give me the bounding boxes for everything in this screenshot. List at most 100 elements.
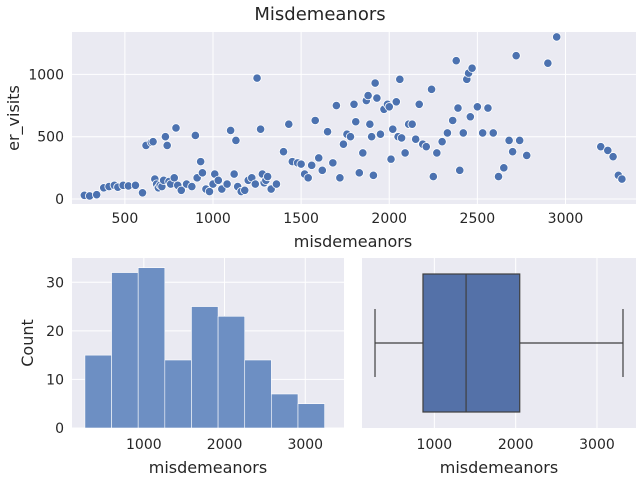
histogram-bar bbox=[297, 403, 325, 429]
histogram-x-label: misdemeanors bbox=[149, 458, 267, 477]
scatter-point bbox=[240, 185, 250, 195]
scatter-y-tick-label: 500 bbox=[37, 130, 64, 146]
histogram-bar bbox=[217, 315, 246, 429]
histogram-y-tick-label: 20 bbox=[46, 324, 64, 340]
histogram-x-tick-label: 3000 bbox=[287, 437, 323, 453]
scatter-point bbox=[414, 99, 424, 109]
scatter-point bbox=[388, 124, 398, 134]
scatter-point bbox=[162, 140, 172, 151]
scatter-point bbox=[603, 145, 613, 156]
scatter-point bbox=[171, 123, 181, 133]
scatter-point bbox=[426, 84, 437, 94]
scatter-point bbox=[328, 158, 338, 168]
histogram-bar bbox=[191, 306, 219, 429]
scatter-point bbox=[160, 132, 171, 142]
histogram-y-tick-label: 30 bbox=[46, 275, 64, 291]
scatter-y-tick-label: 1000 bbox=[28, 67, 64, 83]
scatter-point bbox=[515, 135, 525, 146]
histogram-bars bbox=[84, 267, 325, 429]
scatter-point bbox=[504, 135, 514, 146]
scatter-point bbox=[231, 135, 241, 146]
scatter-point bbox=[92, 190, 102, 200]
scatter-point bbox=[197, 168, 208, 178]
scatter-point bbox=[365, 119, 375, 129]
scatter-x-tick-label: 3000 bbox=[548, 211, 584, 227]
scatter-point bbox=[411, 134, 421, 144]
histogram-x-tick-label: 2000 bbox=[207, 437, 243, 453]
histogram-bar bbox=[111, 272, 139, 429]
scatter-point bbox=[396, 133, 407, 143]
scatter-point bbox=[407, 119, 417, 129]
scatter-point bbox=[458, 128, 468, 138]
boxplot-box bbox=[422, 273, 521, 413]
scatter-point bbox=[255, 124, 266, 134]
scatter-point bbox=[367, 132, 377, 142]
scatter-point bbox=[148, 137, 158, 147]
scatter-point bbox=[130, 180, 141, 190]
histogram-bar bbox=[164, 359, 192, 429]
scatter-point bbox=[310, 115, 320, 126]
scatter-point bbox=[448, 115, 458, 126]
scatter-point bbox=[354, 168, 364, 178]
scatter-point bbox=[499, 163, 509, 173]
scatter-point bbox=[187, 181, 197, 192]
histogram-bar bbox=[244, 359, 272, 429]
scatter-point bbox=[229, 169, 239, 179]
scatter-point bbox=[596, 142, 606, 152]
scatter-point bbox=[391, 97, 401, 107]
scatter-point bbox=[372, 93, 382, 103]
scatter-point bbox=[493, 171, 504, 182]
histogram-y-tick-label: 10 bbox=[46, 372, 64, 388]
scatter-y-ticks: 0 500 1000 bbox=[28, 67, 64, 208]
scatter-point bbox=[338, 139, 349, 149]
scatter-point bbox=[345, 132, 356, 142]
scatter-point bbox=[169, 173, 179, 183]
scatter-point bbox=[451, 56, 461, 66]
scatter-point bbox=[196, 157, 206, 167]
scatter-point bbox=[508, 147, 518, 157]
scatter-points bbox=[79, 32, 627, 201]
scatter-point bbox=[303, 173, 313, 183]
scatter-point bbox=[271, 179, 282, 189]
scatter-point bbox=[252, 73, 262, 83]
histogram-bar bbox=[271, 393, 299, 429]
scatter-point bbox=[375, 129, 386, 139]
scatter-point bbox=[442, 128, 453, 138]
scatter-point bbox=[432, 148, 442, 158]
scatter-point bbox=[284, 119, 294, 129]
histogram-y-tick-label: 0 bbox=[55, 421, 64, 437]
boxplot-x-tick-label: 1000 bbox=[417, 437, 453, 453]
scatter-point bbox=[307, 160, 317, 170]
scatter-point bbox=[478, 128, 488, 138]
histogram-panel: 1000 2000 3000 0 10 20 30 misdemeanors Count bbox=[18, 258, 344, 477]
scatter-point bbox=[465, 112, 475, 122]
scatter-point bbox=[137, 188, 148, 198]
scatter-point bbox=[552, 32, 562, 42]
scatter-x-tick-label: 2000 bbox=[371, 211, 407, 227]
scatter-x-label: misdemeanors bbox=[294, 232, 412, 251]
scatter-point bbox=[222, 179, 232, 189]
scatter-point bbox=[190, 130, 200, 141]
boxplot-marks bbox=[374, 273, 624, 413]
scatter-point bbox=[511, 51, 521, 61]
scatter-point bbox=[317, 165, 327, 175]
scatter-point bbox=[349, 99, 359, 109]
scatter-point bbox=[395, 74, 405, 84]
histogram-y-label: Count bbox=[18, 319, 37, 367]
scatter-point bbox=[543, 58, 553, 68]
figure-title: Misdemeanors bbox=[254, 4, 385, 25]
scatter-x-tick-label: 500 bbox=[112, 211, 139, 227]
scatter-x-tick-label: 1000 bbox=[195, 211, 231, 227]
scatter-point bbox=[384, 102, 394, 112]
scatter-point bbox=[250, 179, 260, 189]
scatter-point bbox=[278, 147, 289, 157]
histogram-x-tick-label: 1000 bbox=[126, 437, 162, 453]
scatter-point bbox=[176, 185, 186, 195]
scatter-point bbox=[204, 186, 215, 197]
scatter-point bbox=[370, 78, 380, 88]
scatter-point bbox=[421, 142, 431, 152]
boxplot-x-tick-label: 3000 bbox=[579, 437, 615, 453]
scatter-point bbox=[263, 171, 273, 182]
boxplot-x-tick-label: 2000 bbox=[498, 437, 534, 453]
